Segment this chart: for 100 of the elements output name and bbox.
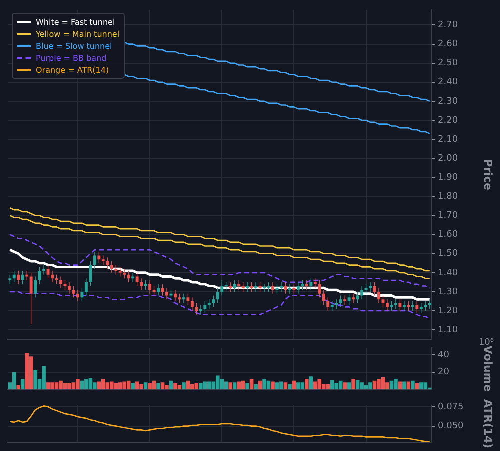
bar: [148, 384, 152, 390]
bar: [165, 385, 169, 390]
bar: [54, 382, 59, 390]
bar: [330, 380, 334, 390]
bar: [186, 380, 190, 390]
bar: [34, 370, 38, 390]
bar: [131, 384, 135, 390]
bar: [228, 382, 233, 390]
text: Orange = ATR(14): [36, 66, 110, 74]
bar: [42, 366, 46, 390]
y-axis-title: ATR(14): [482, 400, 495, 448]
bar: [101, 379, 106, 390]
y-tick-label: 2.60: [438, 40, 458, 50]
y-tick-label: 1.10: [438, 325, 458, 336]
bar: [275, 382, 280, 390]
y-tick-label: 40: [438, 350, 450, 360]
y-tick-label: 2.30: [438, 96, 458, 107]
bar: [377, 379, 381, 390]
y-tick-label: 1.50: [438, 249, 458, 260]
legend-label: Blue = Slow tunnel: [36, 42, 112, 50]
bar: [266, 380, 271, 390]
bar: [284, 382, 288, 390]
bar: [118, 382, 122, 390]
y-tick-label: 0.050: [438, 422, 464, 432]
bar: [313, 382, 318, 390]
bar: [338, 380, 343, 390]
y-tick-label: 2.40: [438, 78, 458, 88]
bar: [356, 380, 360, 390]
y-tick-label: 2.20: [438, 116, 458, 126]
bar: [254, 384, 258, 390]
bar: [415, 384, 420, 390]
bar: [326, 384, 330, 390]
bar: [122, 382, 127, 390]
bar: [156, 384, 160, 390]
bar: [343, 382, 347, 390]
bar: [207, 382, 212, 390]
line-series: [9, 234, 431, 289]
bar: [288, 384, 292, 390]
bar: [402, 382, 406, 390]
bar: [381, 377, 386, 390]
bar: [29, 356, 34, 390]
bar: [106, 382, 110, 390]
bar: [126, 380, 131, 390]
bar: [424, 382, 428, 390]
legend-label: Purple = BB band: [36, 54, 107, 62]
bar: [68, 384, 72, 390]
y-tick-label: 1.80: [438, 192, 458, 202]
bar: [246, 384, 250, 390]
bar: [262, 379, 266, 390]
bar: [144, 382, 148, 390]
bar: [59, 380, 63, 390]
bar: [224, 382, 228, 390]
bar: [280, 382, 284, 390]
bar: [347, 382, 352, 390]
bar: [305, 379, 309, 390]
bar: [50, 382, 54, 390]
bar: [190, 384, 194, 390]
bar: [114, 384, 118, 390]
bar: [411, 380, 415, 390]
bar: [16, 385, 21, 390]
bar: [174, 384, 178, 390]
bar: [292, 380, 296, 390]
bar: [237, 382, 241, 390]
y-tick-label: 1.60: [438, 230, 458, 240]
y-tick-label: 2.10: [438, 134, 458, 145]
bar: [84, 379, 88, 390]
bar: [318, 379, 322, 390]
bar: [232, 382, 237, 390]
bar: [352, 379, 356, 390]
bar: [296, 382, 300, 390]
bar: [80, 380, 84, 390]
y-tick-label: 2.70: [438, 20, 458, 31]
y-tick-label: 1.20: [438, 306, 458, 316]
bar: [372, 380, 377, 390]
bar: [182, 382, 186, 390]
bar: [271, 382, 275, 390]
bar: [12, 372, 16, 390]
bar: [46, 382, 50, 390]
bar: [25, 353, 29, 390]
bar: [250, 379, 254, 390]
bar: [390, 380, 394, 390]
y-axis-title: Price: [482, 159, 495, 190]
bar: [241, 380, 246, 390]
bar: [360, 382, 364, 390]
bar: [394, 379, 398, 390]
bar: [93, 382, 97, 390]
bar: [160, 382, 165, 390]
bar: [309, 376, 314, 390]
legend-label: Yellow = Main tunnel: [36, 30, 120, 38]
bar: [368, 382, 372, 390]
y-tick-label: 1.30: [438, 287, 458, 298]
bar: [72, 382, 76, 390]
bar: [63, 384, 68, 390]
bar: [220, 379, 224, 390]
bar: [152, 380, 156, 390]
bar: [300, 382, 305, 390]
y-tick-label: 1.90: [438, 173, 458, 183]
bar: [194, 384, 199, 390]
bar: [140, 384, 144, 390]
legend-label: White = Fast tunnel: [36, 18, 116, 26]
